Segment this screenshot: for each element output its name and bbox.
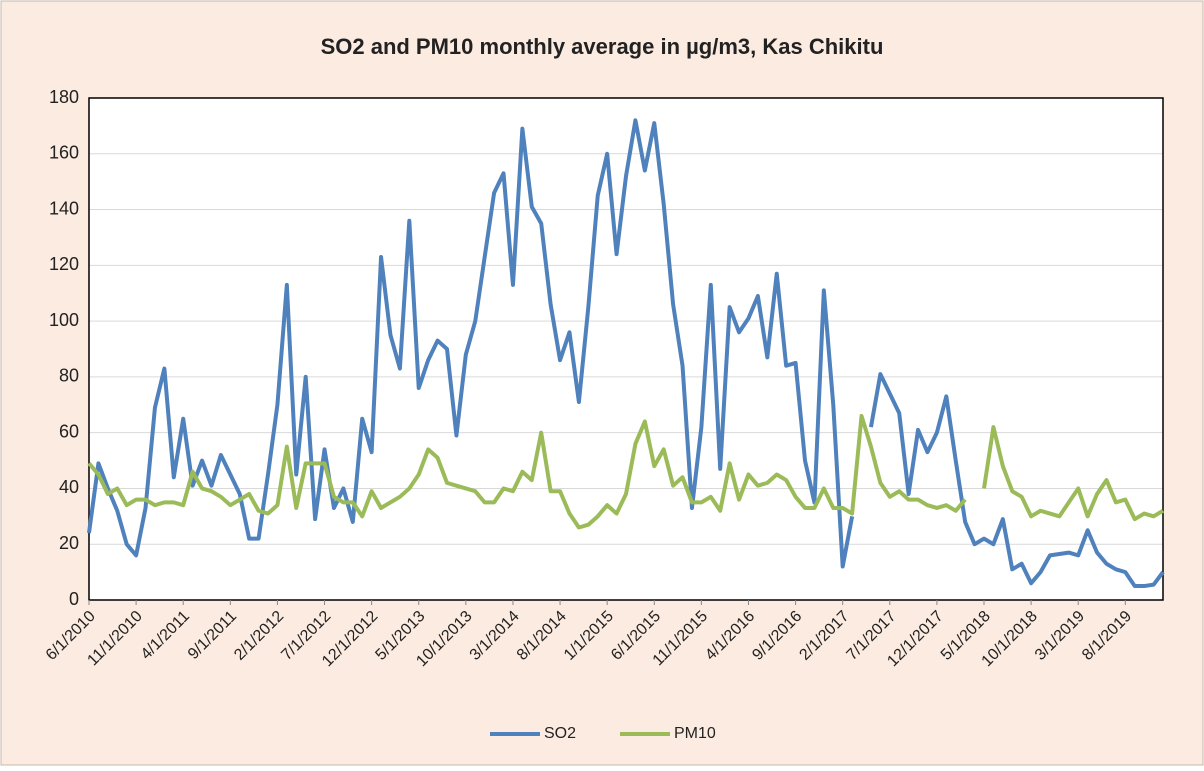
y-tick-label: 20: [59, 533, 79, 553]
y-tick-label: 160: [49, 143, 79, 163]
y-tick-label: 120: [49, 254, 79, 274]
y-tick-label: 140: [49, 198, 79, 218]
legend-label: PM10: [674, 725, 716, 742]
y-tick-label: 0: [69, 589, 79, 609]
y-tick-label: 80: [59, 366, 79, 386]
plot-border: [88, 97, 1164, 601]
series-line: [87, 413, 1165, 530]
chart-title: SO2 and PM10 monthly average in µg/m3, K…: [321, 34, 884, 59]
y-tick-label: 180: [49, 87, 79, 107]
series-line: [87, 118, 1165, 589]
y-tick-label: 100: [49, 310, 79, 330]
y-tick-label: 60: [59, 421, 79, 441]
y-tick-label: 40: [59, 477, 79, 497]
legend-label: SO2: [544, 725, 576, 742]
